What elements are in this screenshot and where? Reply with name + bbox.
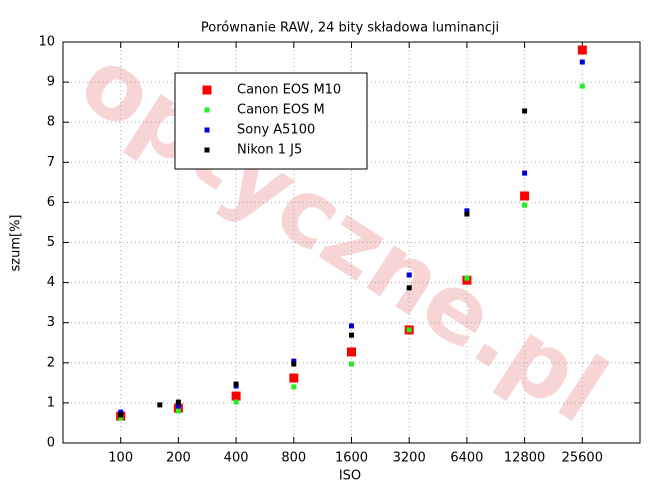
x-tick-label: 800 bbox=[281, 451, 306, 466]
data-point bbox=[464, 275, 470, 281]
x-tick-label: 3200 bbox=[393, 451, 426, 466]
data-point bbox=[175, 399, 181, 405]
data-point bbox=[522, 108, 528, 114]
data-point bbox=[157, 402, 163, 408]
data-point bbox=[289, 373, 299, 383]
data-point bbox=[347, 347, 356, 357]
data-point bbox=[579, 59, 585, 65]
y-tick-label: 1 bbox=[47, 395, 55, 410]
data-point bbox=[406, 327, 412, 333]
data-point bbox=[291, 358, 297, 364]
y-tick-label: 0 bbox=[47, 436, 55, 451]
x-tick-label: 1600 bbox=[335, 451, 368, 466]
data-point bbox=[118, 415, 124, 421]
data-point bbox=[175, 408, 181, 414]
x-tick-label: 100 bbox=[108, 451, 133, 466]
data-point bbox=[291, 361, 297, 367]
data-point bbox=[175, 403, 181, 409]
legend-marker bbox=[204, 107, 210, 113]
data-point bbox=[231, 391, 241, 401]
data-point bbox=[579, 83, 585, 89]
x-tick-label: 25600 bbox=[562, 451, 603, 466]
data-point bbox=[233, 381, 239, 387]
y-tick-label: 2 bbox=[47, 355, 55, 370]
data-point bbox=[349, 323, 354, 329]
y-tick-label: 6 bbox=[47, 195, 55, 210]
data-point bbox=[522, 170, 528, 176]
y-axis-label: szum[%] bbox=[9, 215, 24, 272]
data-point bbox=[522, 202, 528, 208]
chart-title: Porównanie RAW, 24 bity składowa luminan… bbox=[201, 21, 499, 36]
x-tick-label: 6400 bbox=[450, 451, 483, 466]
y-tick-label: 8 bbox=[47, 115, 55, 130]
data-point bbox=[118, 412, 124, 418]
y-tick-label: 9 bbox=[47, 75, 55, 90]
legend-marker bbox=[204, 127, 210, 133]
legend-label: Canon EOS M10 bbox=[237, 83, 341, 98]
data-point bbox=[118, 409, 124, 415]
x-axis-label: ISO bbox=[339, 469, 361, 484]
y-tick-label: 7 bbox=[47, 155, 55, 170]
legend-marker bbox=[204, 147, 210, 153]
y-tick-label: 10 bbox=[38, 35, 55, 50]
data-point bbox=[349, 361, 354, 367]
legend-marker bbox=[202, 85, 212, 95]
x-tick-label: 200 bbox=[166, 451, 191, 466]
y-tick-label: 3 bbox=[47, 315, 55, 330]
y-tick-label: 4 bbox=[47, 275, 55, 290]
y-tick-label: 5 bbox=[47, 235, 55, 250]
data-point bbox=[406, 272, 412, 278]
legend-label: Sony A5100 bbox=[237, 123, 315, 138]
data-point bbox=[577, 45, 587, 55]
data-point bbox=[406, 285, 412, 291]
legend-label: Nikon 1 J5 bbox=[237, 143, 302, 158]
data-point bbox=[464, 211, 470, 217]
data-point bbox=[349, 332, 354, 338]
x-tick-label: 12800 bbox=[504, 451, 545, 466]
legend-label: Canon EOS M bbox=[237, 103, 325, 118]
data-point bbox=[464, 208, 470, 214]
plot-frame bbox=[62, 41, 641, 444]
x-tick-label: 400 bbox=[224, 451, 249, 466]
data-point bbox=[520, 191, 530, 201]
data-point bbox=[233, 399, 239, 405]
data-point bbox=[291, 384, 297, 390]
